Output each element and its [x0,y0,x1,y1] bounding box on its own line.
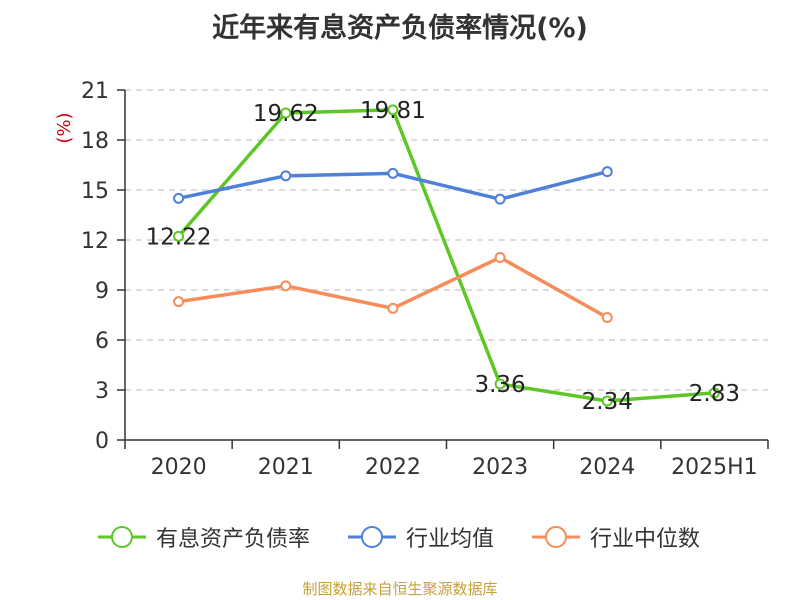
data-point-1 [280,170,292,182]
data-point-0 [387,104,399,116]
data-label: 2.83 [689,381,740,407]
x-tick-label: 2020 [151,455,207,480]
legend-item-industry-mean[interactable]: 行业均值 [346,520,494,554]
source-note: 制图数据来自恒生聚源数据库 [302,580,498,598]
x-tick-label: 2021 [258,455,314,480]
data-point-2 [494,252,506,263]
data-point-1 [494,193,506,205]
data-label: 3.36 [474,372,525,398]
data-point-2 [387,302,399,314]
y-tick-label: 21 [81,79,109,104]
chart-title: 近年来有息资产负债率情况(%) [212,13,588,44]
legend-marker-industry-mean [348,526,396,548]
y-tick-label: 6 [95,329,109,354]
data-point-2 [280,280,292,292]
data-point-0 [173,230,185,242]
data-point-1 [173,192,185,204]
x-tick-label: 2023 [472,455,528,480]
x-tick-label: 2024 [579,455,635,480]
series-line-0 [177,108,715,403]
data-label: 2.34 [582,389,633,415]
data-point-0 [280,107,292,119]
legend-label-interest-debt-ratio: 有息资产负债率 [156,527,311,552]
y-tick-label: 0 [95,429,109,454]
y-tick-label: 9 [95,279,109,304]
y-axis-label: (%) [54,112,75,143]
legend-label-industry-mean: 行业均值 [406,527,495,552]
y-tick-label: 18 [81,129,109,154]
y-tick-label: 3 [95,379,109,404]
data-point-0 [708,387,720,399]
data-point-1 [601,166,613,178]
x-tick-label: 2025H1 [671,455,758,480]
data-point-1 [387,167,399,179]
y-tick-label: 12 [81,229,109,254]
y-tick-label: 15 [81,179,109,204]
data-point-0 [601,395,613,407]
legend-item-industry-median[interactable]: 行业中位数 [530,520,700,554]
data-label: 19.81 [360,98,426,124]
legend-marker-industry-median [532,526,580,548]
data-label: 19.62 [253,101,319,127]
data-label: 12.22 [146,224,212,250]
legend-marker-interest-debt-ratio [98,526,146,548]
data-point-2 [601,312,613,323]
data-point-2 [173,296,185,308]
legend-label-industry-median: 行业中位数 [590,527,701,552]
x-tick-label: 2022 [365,455,421,480]
data-point-0 [494,378,506,390]
legend-item-interest-debt-ratio[interactable]: 有息资产负债率 [96,520,310,554]
